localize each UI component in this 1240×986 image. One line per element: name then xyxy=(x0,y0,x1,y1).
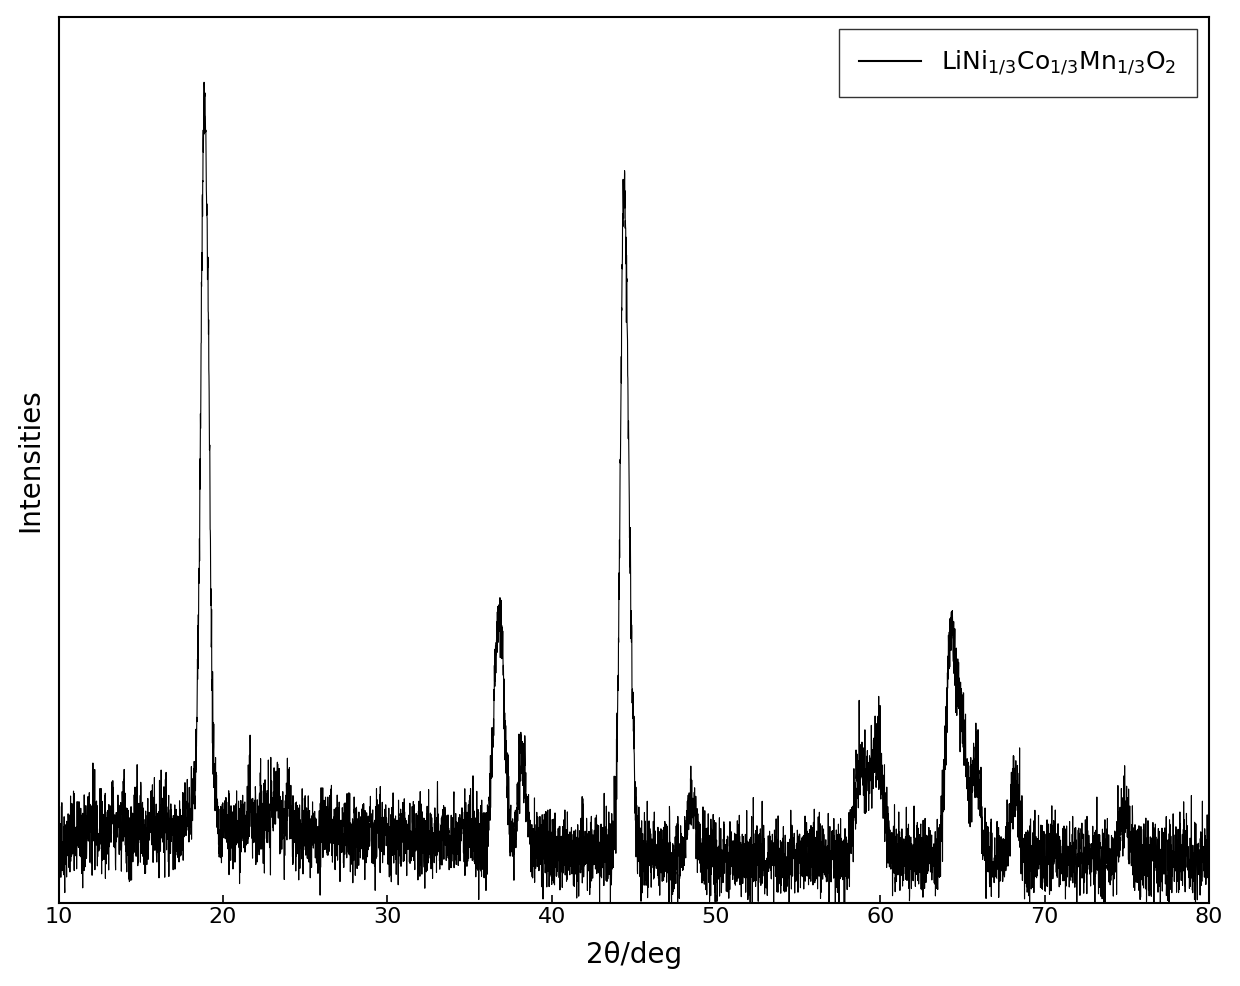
Y-axis label: Intensities: Intensities xyxy=(16,387,45,531)
X-axis label: 2θ/deg: 2θ/deg xyxy=(585,942,682,969)
Legend: LiNi$_{1/3}$Co$_{1/3}$Mn$_{1/3}$O$_2$: LiNi$_{1/3}$Co$_{1/3}$Mn$_{1/3}$O$_2$ xyxy=(838,30,1197,98)
